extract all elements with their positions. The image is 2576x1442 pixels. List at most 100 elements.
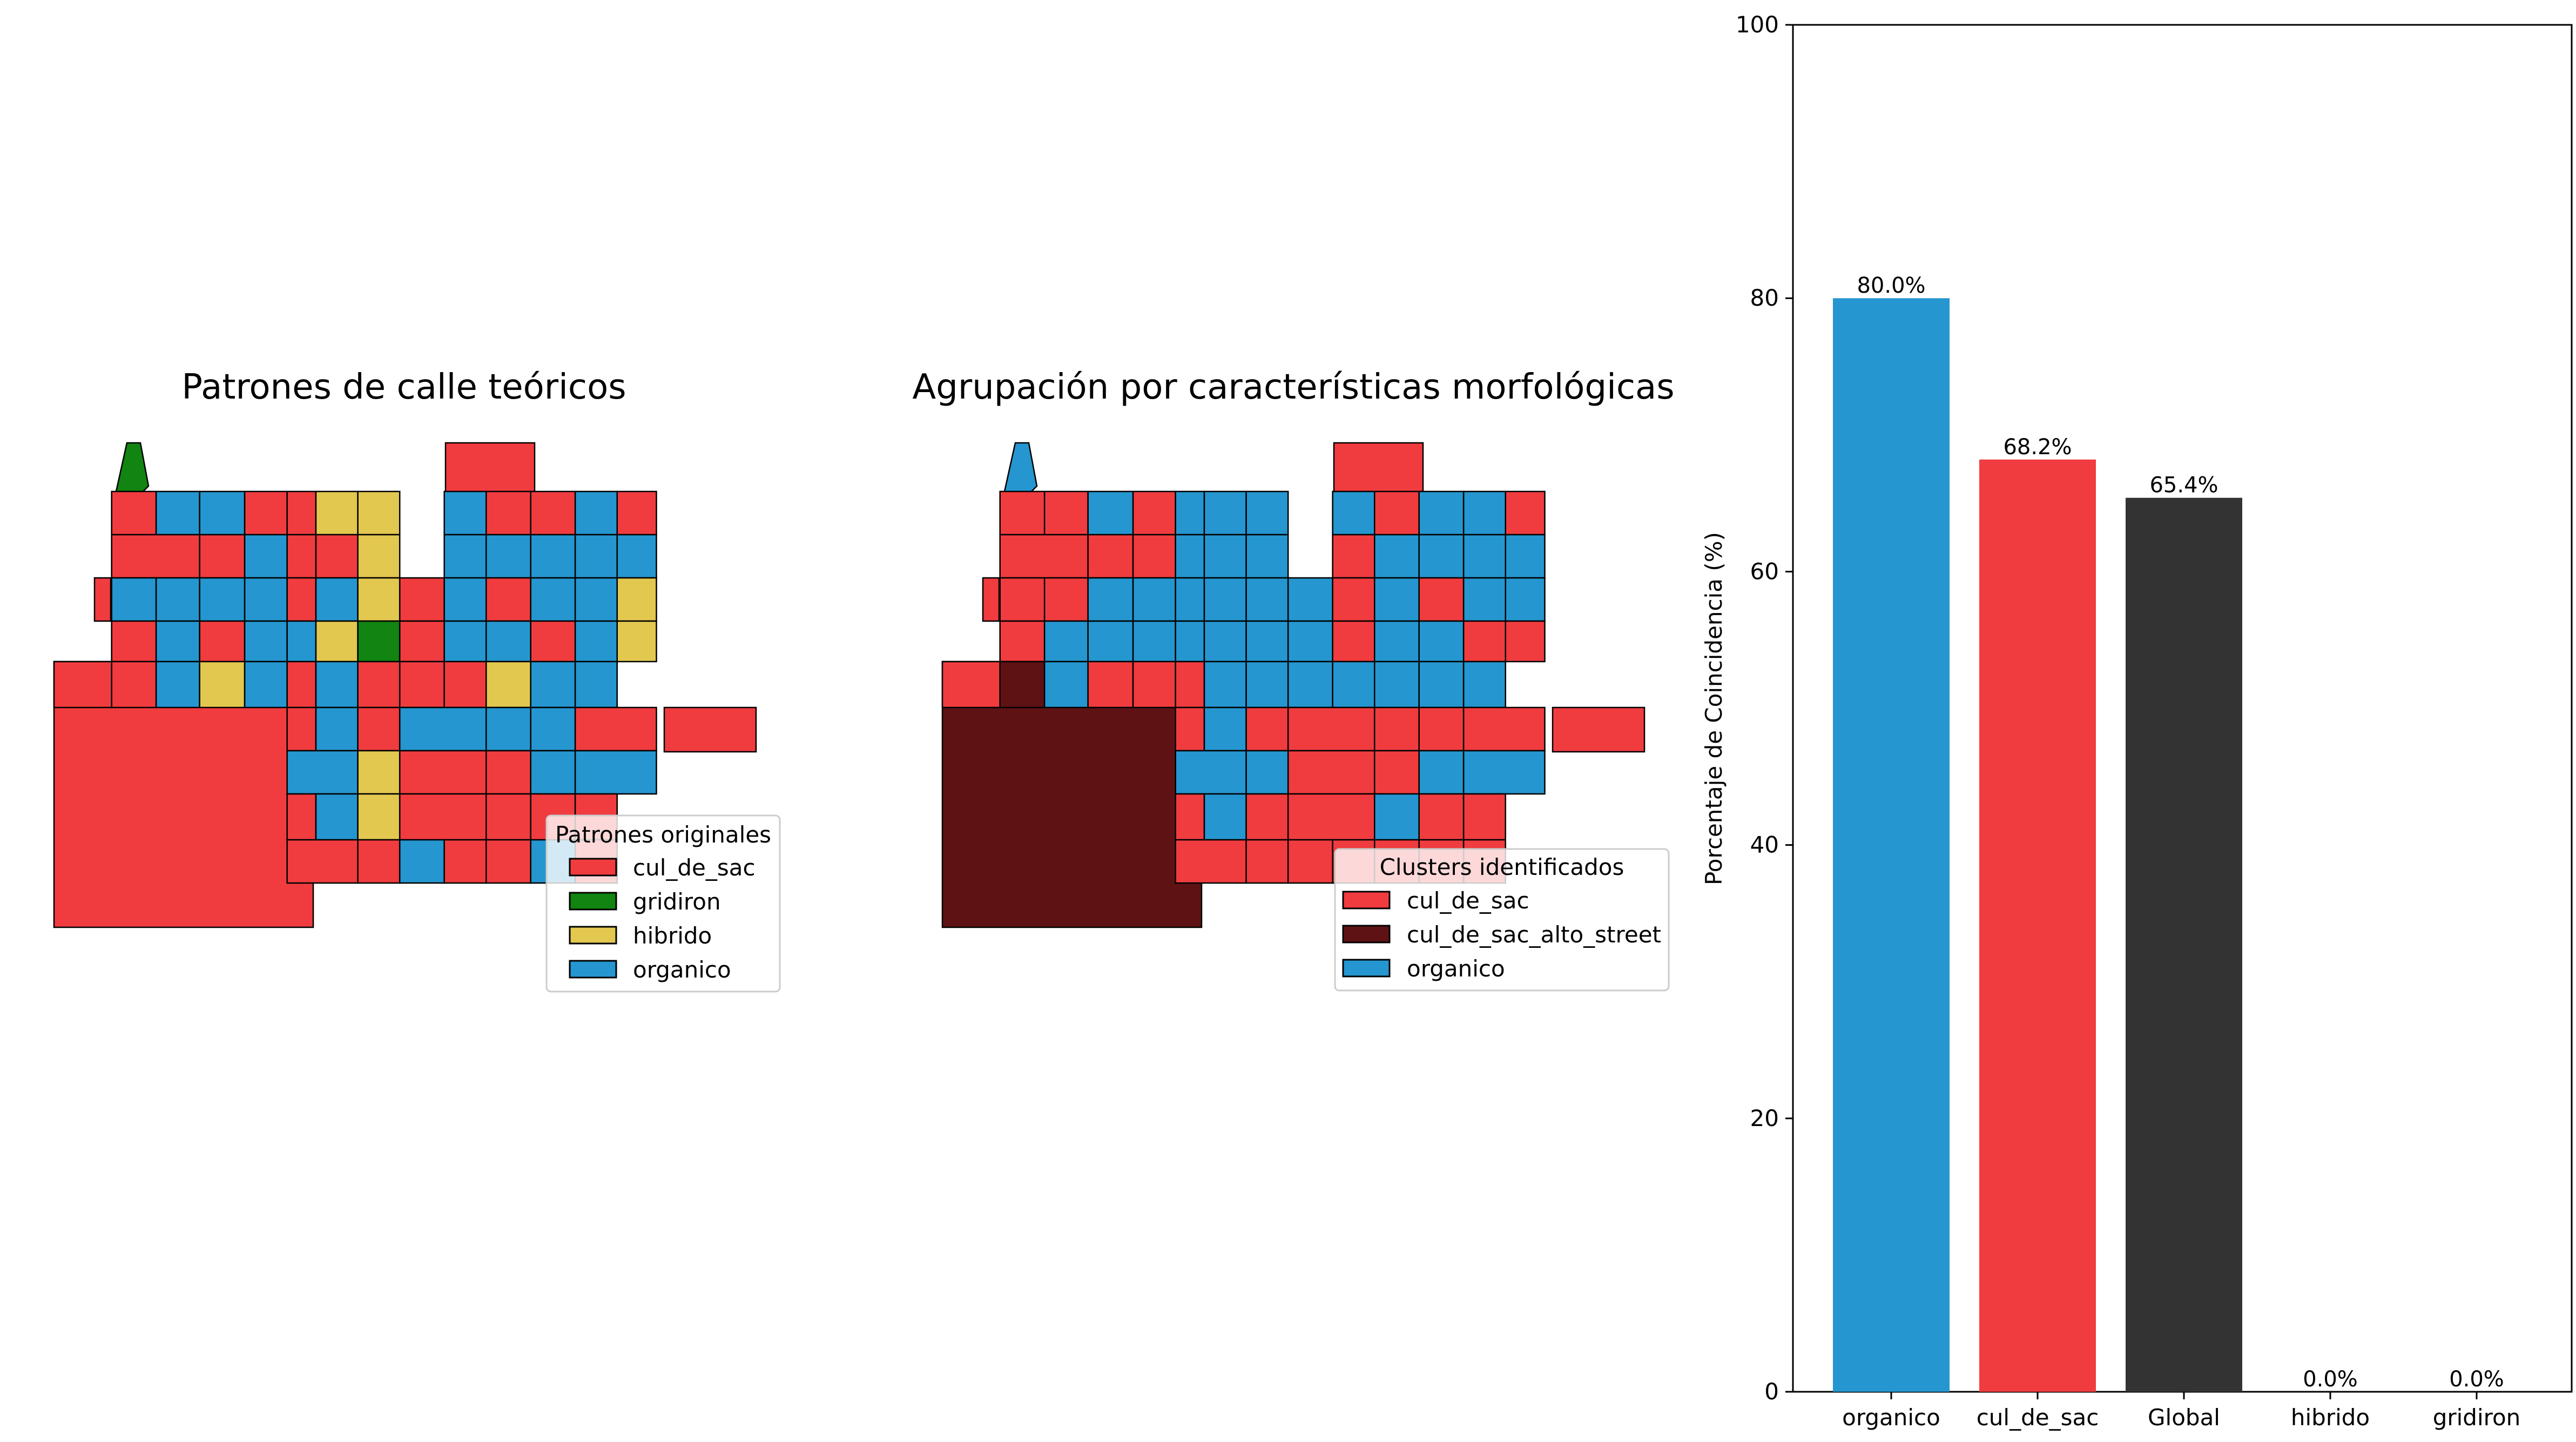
map-block — [155, 577, 200, 622]
map-block — [1462, 706, 1546, 752]
map-block — [1287, 577, 1333, 622]
map-block — [286, 620, 317, 663]
map-block — [286, 839, 359, 884]
map-block — [286, 706, 317, 752]
map-block — [1175, 750, 1247, 795]
map-block — [443, 490, 487, 536]
map-block — [1132, 661, 1176, 709]
y-tick-label: 0 — [1764, 1378, 1779, 1405]
map-block — [1043, 661, 1089, 709]
map1-legend-label-cul-de-sac: cul_de_sac — [633, 854, 756, 881]
map-block — [1245, 620, 1289, 663]
map-block — [485, 620, 531, 663]
map-block — [485, 706, 531, 752]
map-block — [1245, 577, 1289, 622]
map-block — [1175, 706, 1205, 752]
map-block — [1175, 839, 1247, 884]
map-block — [1087, 661, 1134, 709]
map-block — [1132, 620, 1176, 663]
map2-legend: Clusters identificados cul_de_sac cul_de… — [1334, 848, 1670, 992]
map-block — [574, 577, 618, 622]
map-block — [485, 661, 531, 709]
map-block — [244, 661, 288, 709]
map-block — [357, 793, 401, 841]
map-block — [199, 661, 246, 709]
map-block — [999, 620, 1046, 663]
map-block — [399, 577, 445, 622]
map2-legend-title: Clusters identificados — [1380, 854, 1624, 880]
map-block — [574, 490, 618, 536]
map-block — [1203, 620, 1247, 663]
map-block — [1087, 534, 1134, 579]
map-block — [357, 839, 401, 884]
map-block — [399, 661, 445, 709]
map-block — [199, 577, 246, 622]
map-block — [1245, 706, 1289, 752]
map-block — [530, 661, 576, 709]
bars: 80.0% 68.2% 65.4% 0.0% 0.0% — [1833, 273, 2504, 1392]
map-block — [1505, 577, 1546, 622]
map-block — [1374, 661, 1420, 709]
map-block — [1287, 661, 1333, 709]
map-block — [1245, 750, 1289, 795]
map-block — [530, 534, 576, 579]
map-block — [530, 620, 576, 663]
map-block — [155, 661, 200, 709]
map-block — [1175, 620, 1205, 663]
map2-legend-label-organico: organico — [1407, 955, 1505, 982]
map1-legend-swatch-gridiron — [569, 892, 617, 911]
map1-legend-swatch-hibrido — [569, 926, 617, 945]
map2-legend-label-cul-de-sac: cul_de_sac — [1407, 887, 1529, 914]
map2-blocks — [941, 442, 1646, 928]
map-block — [315, 490, 359, 536]
map-block — [1132, 490, 1176, 536]
x-tick-label: Global — [2148, 1404, 2220, 1431]
map-block — [1462, 490, 1506, 536]
map2-legend-swatch-cul-de-sac-alto-street — [1342, 925, 1391, 944]
map-block — [574, 534, 618, 579]
map-block — [1203, 793, 1247, 841]
bar-value-label: 0.0% — [2449, 1367, 2504, 1392]
x-tick-label: organico — [1842, 1404, 1940, 1431]
map-block — [1505, 620, 1546, 663]
map-block — [1203, 490, 1247, 536]
map-block — [443, 661, 487, 709]
map-block — [1418, 534, 1465, 579]
map-block — [530, 706, 576, 752]
map-block — [286, 490, 317, 536]
map-block — [1203, 534, 1247, 579]
map-block — [1203, 577, 1247, 622]
y-tick-label: 100 — [1736, 11, 1779, 38]
map-block — [286, 661, 317, 709]
map-block — [286, 750, 359, 795]
x-axis: organico cul_de_sac Global hibrido gridiron — [1842, 1392, 2520, 1431]
map-block — [1418, 620, 1465, 663]
map-block — [357, 490, 401, 536]
map-block — [1245, 661, 1289, 709]
map-block — [1287, 620, 1333, 663]
map-block — [1418, 750, 1465, 795]
map-block — [1087, 577, 1134, 622]
map-block — [1175, 534, 1205, 579]
map2-legend-swatch-cul-de-sac — [1342, 891, 1391, 909]
map-block — [199, 534, 246, 579]
bar-organico — [1833, 298, 1950, 1392]
map-block — [1245, 490, 1289, 536]
map-block — [399, 793, 487, 841]
bar-cul_de_sac — [1979, 459, 2096, 1392]
map-block — [999, 661, 1046, 709]
map-block — [1132, 534, 1176, 579]
map-block — [616, 490, 657, 536]
map-block — [155, 490, 200, 536]
map-block — [1418, 793, 1465, 841]
map-block — [315, 661, 359, 709]
map-block — [244, 490, 288, 536]
map-block — [286, 534, 317, 579]
map-block — [357, 577, 401, 622]
map1-legend-label-organico: organico — [633, 956, 731, 983]
map-block — [315, 620, 359, 663]
bar-Global — [2126, 497, 2242, 1392]
map-block — [574, 750, 657, 795]
map-block — [982, 577, 1000, 622]
map-block — [530, 490, 576, 536]
